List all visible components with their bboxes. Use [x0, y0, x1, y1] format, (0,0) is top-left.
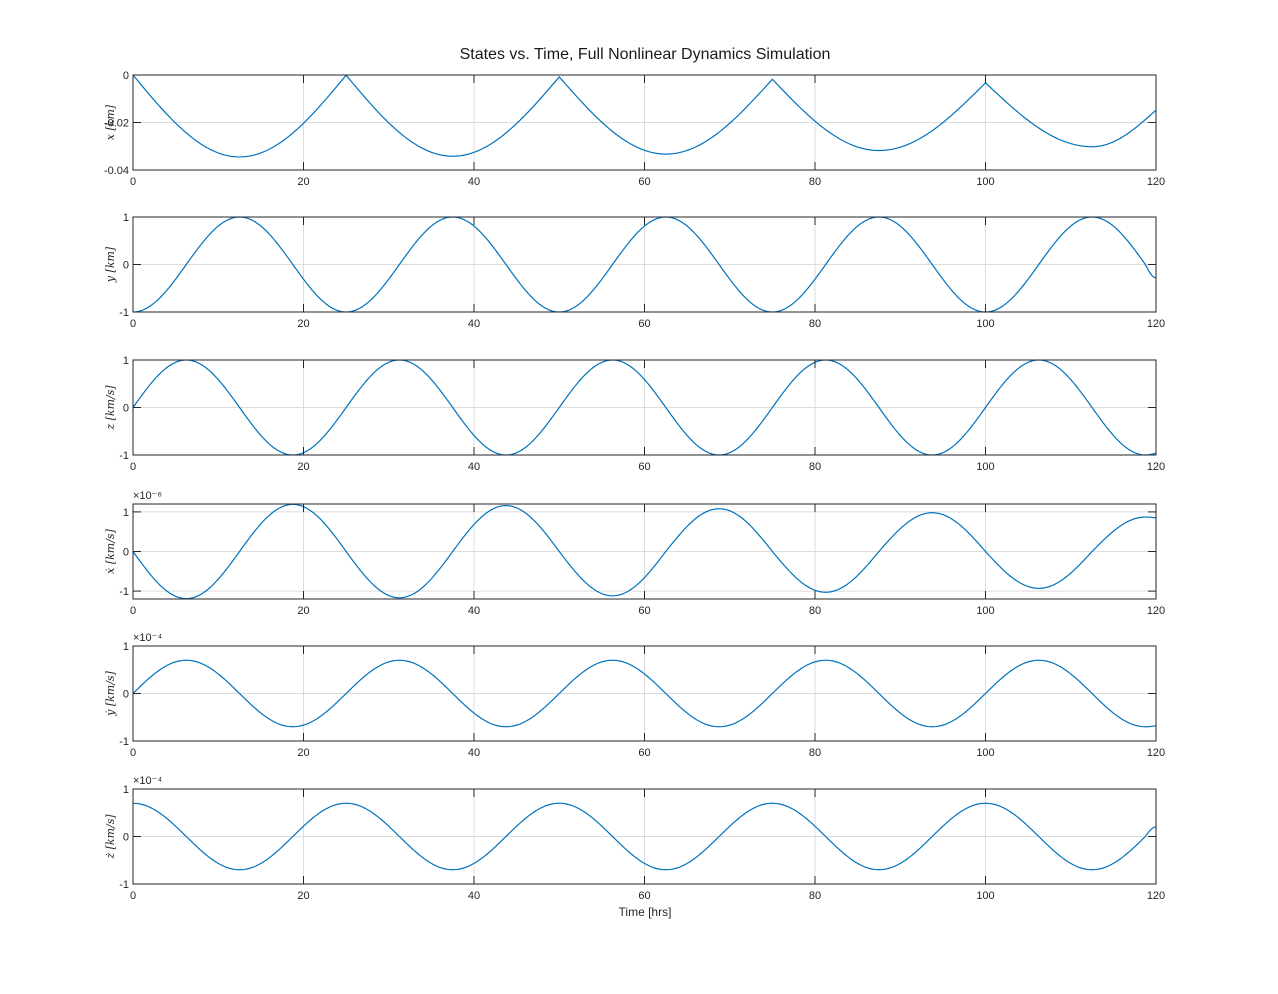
y-tick-label: -1	[119, 879, 129, 891]
y-axis-label: y [km]	[104, 246, 117, 283]
x-tick-label: 100	[976, 890, 994, 902]
x-tick-label: 40	[468, 747, 480, 759]
y-tick-label: 1	[123, 212, 129, 224]
x-tick-label: 120	[1147, 605, 1165, 617]
y-exponent-label: ×10⁻⁶	[133, 490, 162, 502]
x-tick-label: 60	[638, 605, 650, 617]
subplot-4: 0 20 40 60 80 100 120-101×10⁻⁶ẋ [km/s]	[104, 490, 1165, 617]
x-tick-label: 0	[130, 318, 136, 330]
y-tick-label: 1	[123, 784, 129, 796]
y-exponent-label: ×10⁻⁴	[133, 632, 162, 644]
y-axis-label: ẋ [km/s]	[104, 528, 117, 573]
x-tick-label: 60	[638, 890, 650, 902]
y-exponent-label: ×10⁻⁴	[133, 775, 162, 787]
y-tick-label: 0	[123, 70, 129, 82]
series-line	[132, 802, 1157, 871]
subplot-6: 0 20 40 60 80 100 120-101×10⁻⁴ż [km/s]	[104, 775, 1165, 902]
x-tick-label: 0	[130, 747, 136, 759]
y-axis-label: ż [km/s]	[104, 814, 117, 860]
x-tick-label: 0	[130, 176, 136, 188]
x-tick-label: 60	[638, 318, 650, 330]
subplot-5: 0 20 40 60 80 100 120-101×10⁻⁴ẏ [km/s]	[104, 632, 1165, 759]
x-tick-label: 100	[976, 318, 994, 330]
y-tick-label: 0	[123, 689, 129, 701]
x-tick-label: 40	[468, 890, 480, 902]
y-tick-label: 1	[123, 507, 129, 519]
x-tick-label: 20	[297, 461, 309, 473]
y-tick-label: 0	[123, 547, 129, 559]
x-tick-label: 60	[638, 461, 650, 473]
series-line	[132, 659, 1157, 728]
x-tick-label: 80	[809, 605, 821, 617]
subplot-1: 0 20 40 60 80 100 120 -0.04 -0.02 0 x [km]	[104, 70, 1165, 188]
y-tick-label: -0.02	[104, 118, 129, 130]
x-tick-label: 40	[468, 176, 480, 188]
x-tick-label: 80	[809, 890, 821, 902]
x-tick-label: 20	[297, 605, 309, 617]
x-tick-label: 0	[130, 605, 136, 617]
x-tick-label: 120	[1147, 176, 1165, 188]
x-tick-label: 100	[976, 605, 994, 617]
x-tick-label: 100	[976, 461, 994, 473]
chart-title: States vs. Time, Full Nonlinear Dynamics…	[460, 46, 831, 63]
x-tick-label: 120	[1147, 318, 1165, 330]
series-line	[132, 503, 1157, 600]
x-tick-label: 120	[1147, 747, 1165, 759]
x-tick-label: 40	[468, 605, 480, 617]
y-tick-label: -1	[119, 307, 129, 319]
x-tick-label: 80	[809, 176, 821, 188]
x-tick-label: 40	[468, 461, 480, 473]
x-tick-label: 20	[297, 747, 309, 759]
x-tick-label: 0	[130, 461, 136, 473]
y-tick-label: -1	[119, 736, 129, 748]
x-tick-label: 60	[638, 176, 650, 188]
x-tick-label: 80	[809, 318, 821, 330]
y-tick-label: 0	[123, 832, 129, 844]
y-axis-label: x [km]	[104, 104, 117, 140]
x-tick-label: 100	[976, 176, 994, 188]
series-line	[132, 74, 1157, 158]
x-tick-label: 20	[297, 890, 309, 902]
y-tick-label: -1	[119, 450, 129, 462]
x-tick-label: 120	[1147, 890, 1165, 902]
x-tick-label: 100	[976, 747, 994, 759]
y-axis-label: ẏ [km/s]	[104, 670, 117, 716]
x-tick-label: 20	[297, 318, 309, 330]
y-tick-label: 0	[123, 260, 129, 272]
series-line	[132, 359, 1157, 456]
x-tick-label: 80	[809, 747, 821, 759]
x-tick-label: 40	[468, 318, 480, 330]
y-tick-label: -1	[119, 586, 129, 598]
x-tick-label: 60	[638, 747, 650, 759]
y-tick-label: -0.04	[104, 165, 129, 177]
x-tick-label: 20	[297, 176, 309, 188]
y-tick-label: 1	[123, 355, 129, 367]
y-axis-label: z [km/s]	[104, 385, 117, 431]
x-tick-label: 120	[1147, 461, 1165, 473]
x-tick-label: 80	[809, 461, 821, 473]
x-axis-label: Time [hrs]	[619, 905, 672, 919]
y-tick-label: 0	[123, 403, 129, 415]
y-tick-label: 1	[123, 641, 129, 653]
x-tick-label: 0	[130, 890, 136, 902]
